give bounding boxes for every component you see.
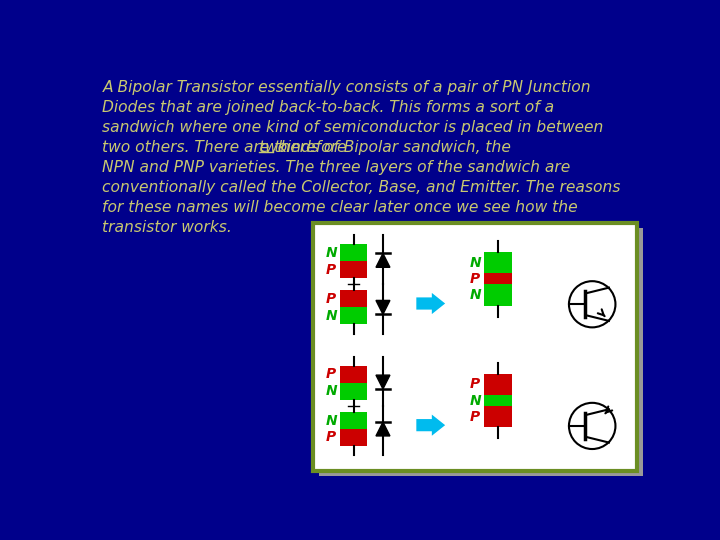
Text: N: N	[469, 288, 481, 302]
Bar	[484, 273, 512, 284]
Text: N: N	[325, 309, 337, 323]
Bar	[340, 412, 367, 429]
Bar	[484, 284, 512, 306]
Polygon shape	[415, 413, 446, 437]
Text: P: P	[470, 410, 480, 424]
Text: N: N	[469, 394, 481, 408]
Bar	[319, 228, 642, 476]
Text: conventionally called the Collector, Base, and Emitter. The reasons: conventionally called the Collector, Bas…	[102, 180, 621, 195]
Bar	[340, 244, 367, 261]
Bar	[340, 291, 367, 307]
Text: P: P	[326, 367, 336, 381]
Text: A Bipolar Transistor essentially consists of a pair of PN Junction: A Bipolar Transistor essentially consist…	[102, 80, 591, 95]
Bar	[340, 366, 367, 383]
Bar	[340, 429, 367, 446]
Text: Diodes that are joined back-to-back. This forms a sort of a: Diodes that are joined back-to-back. Thi…	[102, 100, 554, 115]
Text: P: P	[470, 272, 480, 286]
Bar	[484, 252, 512, 273]
Text: two others. There are therefore: two others. There are therefore	[102, 140, 352, 156]
Bar	[484, 406, 512, 428]
Text: for these names will become clear later once we see how the: for these names will become clear later …	[102, 200, 578, 215]
Text: sandwich where one kind of semiconductor is placed in between: sandwich where one kind of semiconductor…	[102, 120, 604, 135]
Bar	[313, 222, 637, 470]
Text: transistor works.: transistor works.	[102, 220, 232, 235]
Polygon shape	[376, 253, 390, 267]
Polygon shape	[376, 375, 390, 389]
Text: N: N	[325, 414, 337, 428]
Text: two: two	[258, 140, 287, 156]
Polygon shape	[376, 300, 390, 314]
Text: kinds of Bipolar sandwich, the: kinds of Bipolar sandwich, the	[274, 140, 511, 156]
Bar	[484, 374, 512, 395]
Bar	[340, 307, 367, 325]
Bar	[484, 395, 512, 406]
Text: N: N	[469, 256, 481, 269]
Bar	[340, 383, 367, 400]
Text: P: P	[326, 430, 336, 444]
Bar	[340, 261, 367, 278]
Text: P: P	[470, 377, 480, 392]
Text: P: P	[326, 292, 336, 306]
Text: NPN and PNP varieties. The three layers of the sandwich are: NPN and PNP varieties. The three layers …	[102, 160, 571, 176]
Text: N: N	[325, 246, 337, 260]
Text: P: P	[326, 262, 336, 276]
Text: N: N	[325, 384, 337, 399]
Polygon shape	[376, 422, 390, 436]
Polygon shape	[415, 291, 446, 316]
